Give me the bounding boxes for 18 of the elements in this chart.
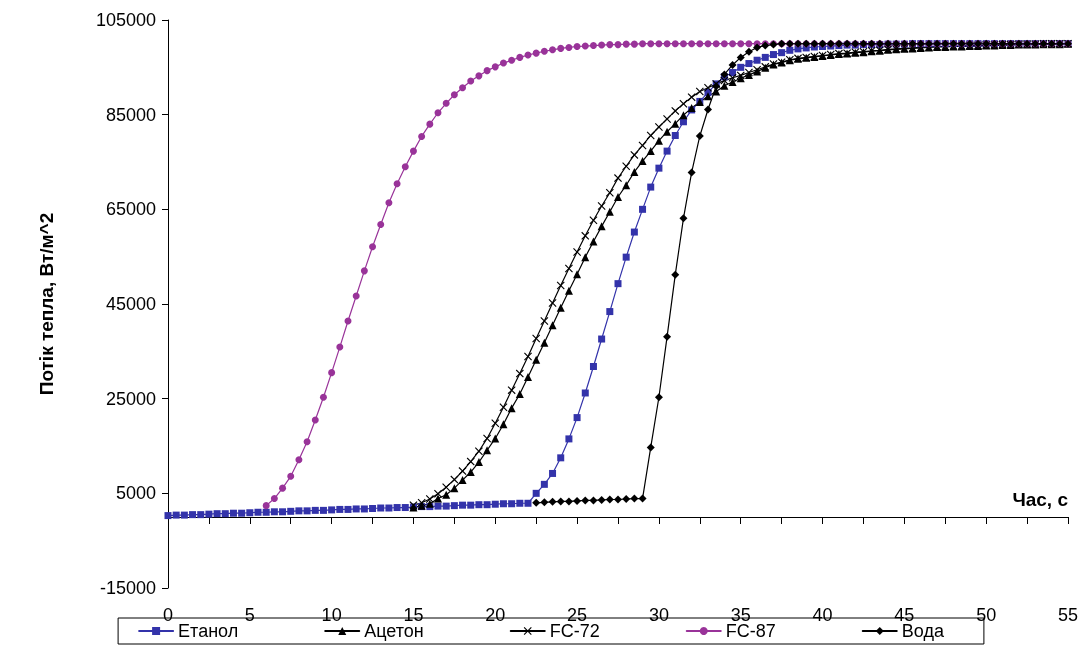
x-tick-label: 0 — [162, 605, 174, 625]
legend-label: Етанол — [178, 621, 239, 641]
y-tick-label: 85000 — [105, 104, 156, 125]
x-tick-label: 5 — [244, 605, 255, 625]
x-axis-title: Час, с — [1012, 489, 1069, 510]
y-axis-title: Потік тепла, Вт/м^2 — [36, 212, 57, 396]
y-tick-label: 65000 — [105, 199, 156, 220]
x-tick-label: 55 — [1057, 605, 1079, 625]
x-tick-label: 30 — [648, 605, 669, 625]
y-tick-label: 5000 — [115, 483, 156, 504]
x-tick-label: 50 — [976, 605, 997, 625]
x-tick-label: 40 — [812, 605, 833, 625]
x-tick-label: 20 — [485, 605, 506, 625]
y-tick-label: 25000 — [105, 388, 156, 409]
y-tick-label: -15000 — [99, 578, 156, 598]
y-tick-label: 45000 — [105, 294, 156, 314]
y-tick-label: 105000 — [95, 10, 156, 30]
x-tick-label: 10 — [321, 605, 342, 625]
